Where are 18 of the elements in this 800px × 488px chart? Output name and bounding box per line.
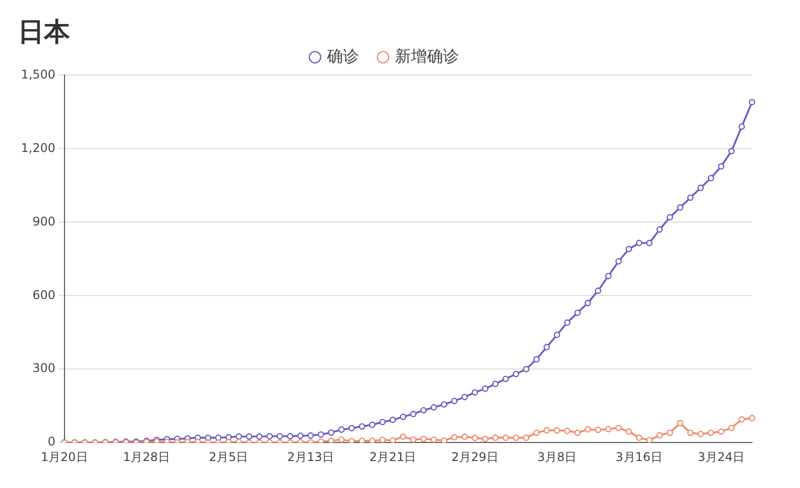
y-tick-label: 300 (32, 361, 56, 376)
legend-label: 新增确诊 (395, 46, 459, 66)
x-tick-label: 3月16日 (616, 450, 663, 464)
chart-title: 日本 (18, 17, 71, 48)
y-tick-label: 1,200 (20, 140, 56, 155)
x-tick-label: 2月5日 (208, 450, 248, 464)
x-tick-label: 3月8日 (537, 450, 577, 464)
y-tick-label: 900 (32, 214, 56, 228)
x-tick-label: 2月29日 (451, 450, 498, 464)
x-tick-label: 1月28日 (123, 450, 170, 464)
y-tick-label: 0 (48, 434, 56, 449)
x-tick-label: 2月21日 (369, 450, 416, 464)
y-tick-label: 1,500 (20, 67, 56, 82)
legend-label: 确诊 (326, 46, 359, 66)
x-tick-label: 2月13日 (287, 450, 334, 464)
x-tick-label: 1月20日 (40, 450, 88, 464)
y-tick-label: 600 (32, 288, 56, 302)
x-tick-label: 3月24日 (698, 450, 745, 464)
